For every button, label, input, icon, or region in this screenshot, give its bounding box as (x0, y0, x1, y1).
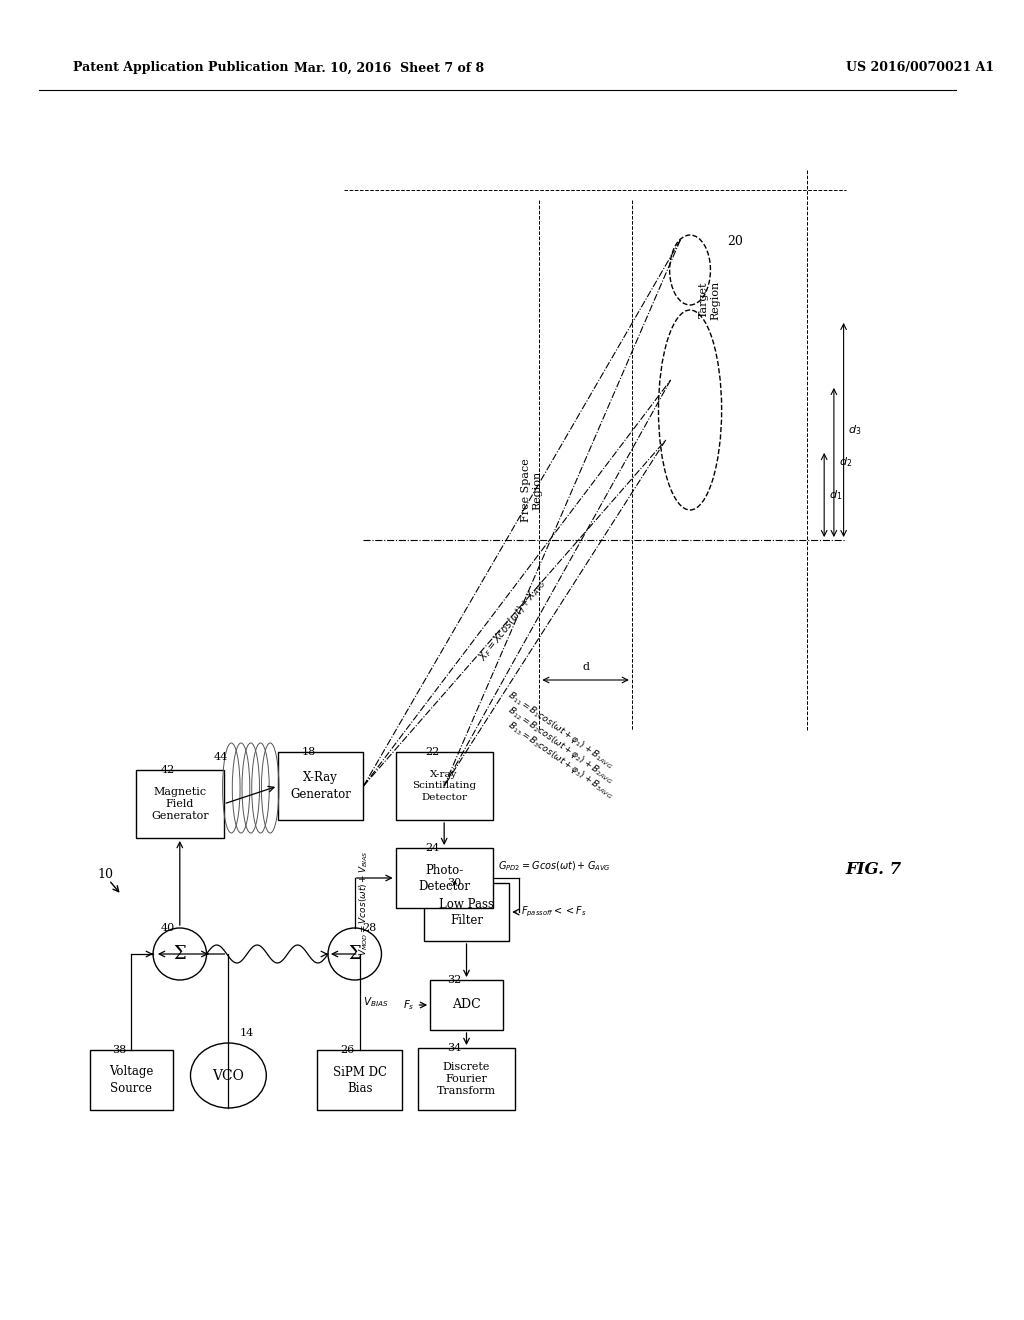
Text: 30: 30 (447, 878, 462, 888)
Text: $F_s$: $F_s$ (402, 998, 415, 1012)
FancyBboxPatch shape (395, 752, 493, 820)
Text: Patent Application Publication: Patent Application Publication (73, 62, 289, 74)
FancyBboxPatch shape (316, 1049, 402, 1110)
Text: 24: 24 (425, 843, 439, 853)
Text: ADC: ADC (453, 998, 481, 1011)
Text: Voltage
Source: Voltage Source (109, 1065, 154, 1094)
FancyBboxPatch shape (90, 1049, 172, 1110)
Text: 26: 26 (341, 1045, 354, 1055)
FancyBboxPatch shape (424, 883, 509, 941)
Text: $B_{11} = B_1cos(\omega t + \varphi_1) + B_{1AVG}$: $B_{11} = B_1cos(\omega t + \varphi_1) +… (506, 688, 616, 772)
Text: 44: 44 (214, 752, 228, 762)
Text: Mar. 10, 2016  Sheet 7 of 8: Mar. 10, 2016 Sheet 7 of 8 (294, 62, 483, 74)
FancyBboxPatch shape (430, 979, 503, 1030)
Text: $d_3$: $d_3$ (849, 424, 862, 437)
Text: X-ray
Scintillating
Detector: X-ray Scintillating Detector (412, 771, 476, 801)
Ellipse shape (190, 1043, 266, 1107)
Text: d: d (582, 663, 589, 672)
Text: 28: 28 (362, 923, 377, 933)
Ellipse shape (153, 928, 207, 979)
Text: $d_1$: $d_1$ (829, 488, 843, 502)
Text: $V_{MOD} = Vcos(\omega t) + V_{BIAS}$: $V_{MOD} = Vcos(\omega t) + V_{BIAS}$ (357, 850, 370, 956)
Text: $X_F = Xcos(\omega t) + X_{AVG}$: $X_F = Xcos(\omega t) + X_{AVG}$ (476, 576, 549, 664)
Text: 10: 10 (97, 869, 114, 882)
Text: 40: 40 (161, 923, 175, 933)
Text: Low Pass
Filter: Low Pass Filter (439, 898, 494, 927)
Text: X-Ray
Generator: X-Ray Generator (290, 771, 351, 800)
Text: Σ: Σ (348, 945, 361, 964)
FancyBboxPatch shape (278, 752, 364, 820)
Text: $B_{12} = B_2cos(\omega t + \varphi_2) + B_{2AVG}$: $B_{12} = B_2cos(\omega t + \varphi_2) +… (506, 704, 616, 787)
Text: $V_{BIAS}$: $V_{BIAS}$ (362, 995, 388, 1008)
Ellipse shape (328, 928, 382, 979)
Text: FIG. 7: FIG. 7 (846, 862, 902, 879)
Text: 18: 18 (302, 747, 315, 756)
Ellipse shape (658, 310, 722, 510)
Text: Magnetic
Field
Generator: Magnetic Field Generator (151, 787, 209, 821)
Text: Discrete
Fourier
Transform: Discrete Fourier Transform (437, 1061, 496, 1097)
Text: 42: 42 (161, 766, 175, 775)
Text: Σ: Σ (173, 945, 186, 964)
Text: 20: 20 (727, 235, 742, 248)
FancyBboxPatch shape (136, 770, 223, 838)
Text: SiPM DC
Bias: SiPM DC Bias (333, 1065, 387, 1094)
Text: VCO: VCO (212, 1068, 245, 1082)
Text: $d_2$: $d_2$ (839, 455, 852, 470)
Text: $B_{13} = B_3cos(\omega t + \varphi_3) + B_{3AVG}$: $B_{13} = B_3cos(\omega t + \varphi_3) +… (506, 718, 616, 801)
Text: Target
Region: Target Region (698, 280, 720, 319)
Text: $G_{PD2} = Gcos(\omega t) + G_{AVG}$: $G_{PD2} = Gcos(\omega t) + G_{AVG}$ (498, 859, 610, 873)
Ellipse shape (670, 235, 711, 305)
FancyBboxPatch shape (418, 1048, 515, 1110)
Text: 38: 38 (112, 1045, 126, 1055)
Text: 32: 32 (447, 975, 462, 985)
Text: Free Space
Region: Free Space Region (521, 458, 543, 521)
FancyBboxPatch shape (395, 847, 493, 908)
Text: 14: 14 (240, 1028, 254, 1038)
Text: $F_{passoff} << F_s$: $F_{passoff} << F_s$ (521, 904, 587, 919)
Text: 34: 34 (447, 1043, 462, 1053)
Text: Photo-
Detector: Photo- Detector (418, 863, 470, 892)
Text: US 2016/0070021 A1: US 2016/0070021 A1 (846, 62, 993, 74)
Text: 22: 22 (425, 747, 439, 756)
